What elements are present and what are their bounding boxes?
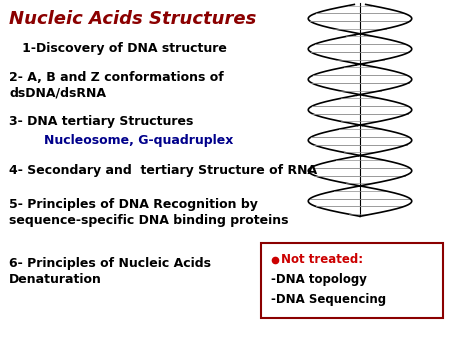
Text: -DNA topology: -DNA topology — [271, 273, 367, 286]
Text: -DNA Sequencing: -DNA Sequencing — [271, 293, 387, 306]
Text: 5- Principles of DNA Recognition by
sequence-specific DNA binding proteins: 5- Principles of DNA Recognition by sequ… — [9, 198, 288, 227]
Polygon shape — [279, 0, 450, 338]
FancyBboxPatch shape — [261, 243, 443, 318]
Text: 6- Principles of Nucleic Acids
Denaturation: 6- Principles of Nucleic Acids Denaturat… — [9, 257, 211, 286]
Text: 3- DNA tertiary Structures: 3- DNA tertiary Structures — [9, 115, 194, 128]
Text: Nucleosome, G-quadruplex: Nucleosome, G-quadruplex — [9, 134, 234, 146]
Text: Not treated:: Not treated: — [281, 253, 364, 266]
Text: 1-Discovery of DNA structure: 1-Discovery of DNA structure — [9, 42, 227, 55]
Text: Nucleic Acids Structures: Nucleic Acids Structures — [9, 10, 256, 28]
Text: 4- Secondary and  tertiary Structure of RNA: 4- Secondary and tertiary Structure of R… — [9, 164, 317, 177]
Text: 2- A, B and Z conformations of
dsDNA/dsRNA: 2- A, B and Z conformations of dsDNA/dsR… — [9, 71, 224, 100]
